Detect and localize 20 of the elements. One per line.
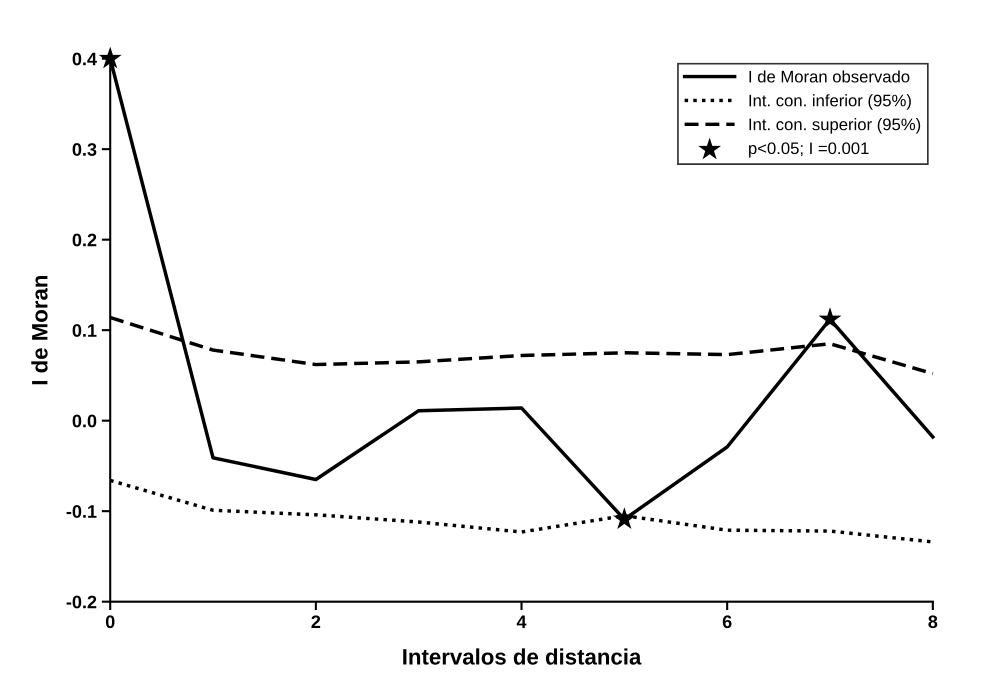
x-tick-label: 0 [106, 615, 114, 628]
y-tick-label: 0.3 [72, 143, 96, 156]
y-tick-label: 0.0 [72, 414, 96, 428]
legend-label: p<0.05; I =0.001 [749, 142, 869, 158]
x-tick-label: 4 [516, 616, 526, 628]
legend-label: I de Moran observado [749, 70, 910, 83]
y-tick-label: -0.2 [66, 596, 96, 608]
x-tick-label: 6 [722, 615, 732, 628]
y-tick-label: 0.1 [72, 324, 97, 337]
x-axis-title: Intervalos de distancia [403, 648, 642, 665]
y-tick-label: 0.2 [72, 234, 96, 246]
legend-label: Int. con. inferior (95%) [749, 94, 911, 110]
y-tick-label: -0.1 [66, 505, 97, 518]
x-tick-label: 8 [928, 615, 938, 628]
legend-label: Int. con. superior (95%) [749, 118, 920, 134]
y-tick-label: 0.4 [72, 52, 97, 66]
y-axis-title: I de Moran [31, 276, 48, 384]
point [818, 307, 842, 330]
x-tick-label: 2 [311, 615, 320, 628]
point [98, 46, 122, 68]
